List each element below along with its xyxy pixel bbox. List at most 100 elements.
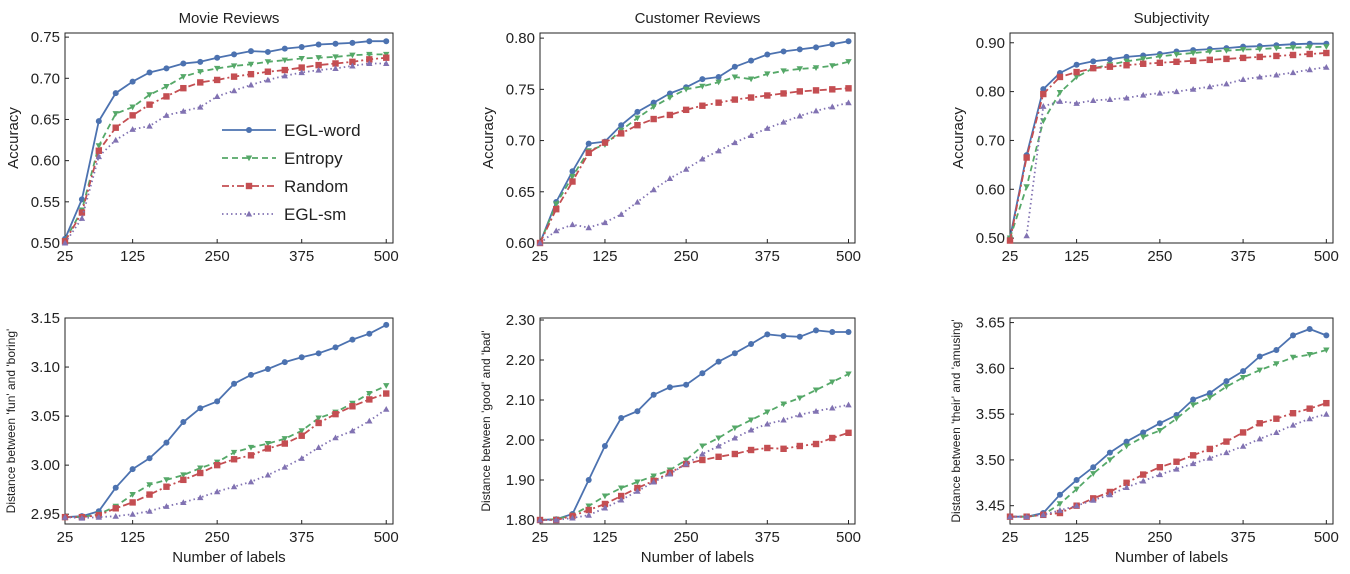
data-point-egl-sm	[1189, 85, 1197, 92]
y-tick-label: 1.80	[506, 512, 535, 529]
data-point-entropy	[699, 443, 706, 450]
series-line-random	[1009, 52, 1327, 241]
y-tick-label: 1.90	[506, 472, 535, 489]
axes-frame	[64, 32, 394, 244]
y-tick-label: 3.60	[976, 360, 1005, 377]
data-point-random	[569, 178, 576, 185]
data-point-egl-sm	[634, 488, 641, 494]
data-point-entropy	[180, 74, 187, 80]
data-point-egl-word	[146, 455, 153, 462]
data-point-random	[366, 396, 373, 403]
data-point-egl-sm	[1023, 513, 1030, 520]
data-point-egl-sm	[1090, 97, 1097, 103]
data-point-egl-sm	[747, 426, 755, 433]
data-point-egl-word	[829, 329, 836, 335]
data-point-egl-sm	[1289, 421, 1297, 428]
series-line-entropy	[64, 53, 387, 241]
data-point-egl-sm	[585, 224, 592, 231]
x-tick-label: 375	[1231, 529, 1256, 546]
y-tick-label: 3.55	[976, 406, 1005, 423]
data-point-egl-word	[666, 90, 673, 97]
chart-panel-3: Subjectivity 25 125 250 375 500 0.50 0.60 0.70 0.…	[950, 10, 1339, 265]
data-point-entropy	[1073, 74, 1080, 81]
data-point-egl-sm	[715, 442, 722, 449]
y-tick-label: 3.05	[31, 408, 60, 425]
data-point-egl-sm	[1306, 66, 1313, 73]
data-point-egl-word	[1123, 53, 1130, 60]
data-point-egl-word	[231, 380, 238, 387]
data-point-egl-word	[1156, 420, 1163, 427]
x-tick-label: 25	[57, 529, 74, 546]
data-point-random	[747, 446, 755, 454]
data-point-random	[1323, 49, 1330, 57]
data-point-egl-sm	[553, 516, 560, 523]
data-point-entropy	[146, 92, 153, 98]
series-line-egl-sm	[539, 101, 849, 244]
data-point-entropy	[796, 395, 803, 402]
data-point-entropy	[1056, 90, 1064, 96]
data-point-egl-sm	[650, 478, 657, 485]
data-point-entropy	[812, 65, 820, 72]
x-tick-label: 25	[1002, 248, 1019, 265]
data-point-egl-sm	[1289, 69, 1297, 76]
data-point-egl-word	[214, 54, 221, 61]
data-point-random	[1056, 73, 1064, 81]
y-tick-label: 2.95	[31, 506, 60, 523]
data-point-egl-sm	[1273, 71, 1280, 78]
x-tick-label: 250	[674, 248, 699, 265]
data-point-entropy	[180, 472, 187, 479]
y-tick-label: 3.65	[976, 315, 1005, 332]
data-point-egl-sm	[617, 496, 625, 503]
data-point-egl-sm	[812, 107, 820, 114]
data-point-egl-word	[315, 350, 322, 357]
data-point-egl-sm	[1090, 496, 1097, 503]
data-point-egl-word	[298, 44, 305, 50]
data-point-egl-sm	[264, 471, 272, 478]
x-tick-label: 25	[1002, 529, 1019, 546]
data-point-egl-word	[383, 38, 390, 45]
y-tick-label: 0.65	[31, 111, 60, 128]
data-point-egl-sm	[650, 186, 657, 193]
data-point-egl-word	[332, 344, 339, 351]
data-point-egl-sm	[1206, 454, 1213, 461]
data-point-random	[146, 491, 153, 498]
y-tick-label: 3.10	[31, 359, 60, 376]
data-point-egl-sm	[747, 132, 755, 138]
data-point-random	[315, 419, 322, 427]
legend: EGL-word Entropy Random EGL-sm	[222, 121, 361, 224]
data-point-entropy	[230, 449, 238, 456]
data-point-egl-sm	[796, 112, 803, 119]
data-point-egl-sm	[1073, 100, 1080, 106]
x-tick-label: 500	[1314, 529, 1339, 546]
data-point-egl-word	[1290, 332, 1297, 339]
data-point-entropy	[349, 52, 356, 59]
data-point-egl-sm	[213, 93, 221, 99]
data-point-random	[1306, 50, 1313, 58]
series-line-egl-sm	[64, 62, 387, 244]
data-point-entropy	[796, 66, 803, 73]
data-point-egl-word	[1090, 464, 1097, 471]
data-point-random	[230, 73, 238, 80]
y-tick-label: 0.70	[506, 133, 535, 150]
data-point-entropy	[1173, 416, 1180, 422]
series-line-entropy	[1010, 349, 1327, 518]
data-point-egl-sm	[829, 103, 836, 110]
data-point-egl-sm	[1256, 73, 1263, 80]
data-point-egl-sm	[1323, 63, 1330, 70]
data-point-entropy	[1239, 47, 1247, 53]
data-point-random	[617, 492, 625, 500]
data-point-entropy	[1289, 354, 1297, 361]
data-point-egl-sm	[829, 404, 836, 411]
data-point-random	[1239, 429, 1247, 436]
data-point-random	[1189, 452, 1197, 459]
data-point-random	[829, 434, 836, 442]
y-tick-label: 0.60	[976, 181, 1005, 198]
data-point-egl-sm	[366, 417, 373, 424]
data-point-egl-sm	[247, 478, 255, 485]
data-point-egl-sm	[715, 147, 722, 154]
data-point-egl-sm	[95, 513, 103, 520]
data-point-entropy	[845, 371, 852, 378]
data-point-entropy	[1106, 457, 1114, 464]
data-point-egl-sm	[1073, 502, 1080, 509]
data-point-egl-sm	[1306, 415, 1313, 422]
